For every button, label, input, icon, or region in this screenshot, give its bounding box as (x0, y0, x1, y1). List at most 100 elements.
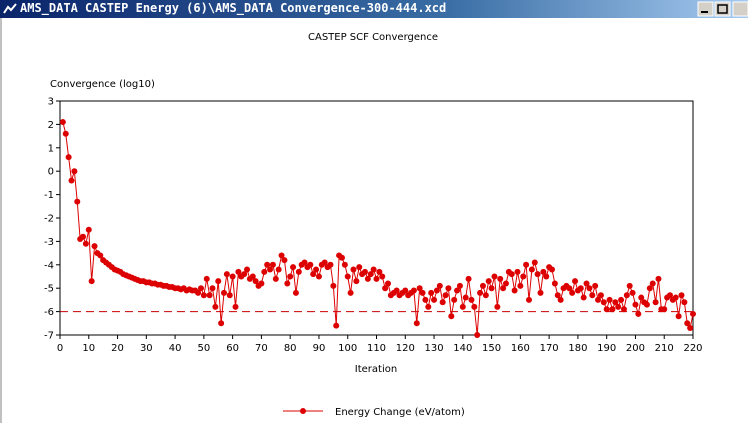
data-point (554, 292, 561, 299)
data-point (580, 294, 587, 301)
data-point (465, 275, 472, 282)
data-point (235, 268, 242, 275)
data-point (287, 273, 294, 280)
x-tick-label: 130 (424, 343, 443, 354)
data-point (569, 289, 576, 296)
chart: CASTEP SCF Convergence Convergence (log1… (0, 18, 703, 423)
data-point (646, 285, 653, 292)
data-point (451, 296, 458, 303)
data-point (200, 292, 207, 299)
x-tick-label: 100 (338, 343, 357, 354)
data-point (508, 271, 515, 278)
data-point (223, 271, 230, 278)
data-point (557, 296, 564, 303)
title-bar: AMS_DATA CASTEP Energy (6)\AMS_DATA Conv… (0, 0, 748, 18)
data-point (422, 296, 429, 303)
data-point (244, 266, 251, 273)
data-point (690, 310, 696, 317)
data-point (439, 299, 446, 306)
data-point (606, 296, 613, 303)
data-point (531, 259, 538, 266)
data-point (241, 271, 248, 278)
data-point (488, 285, 495, 292)
chart-title: CASTEP SCF Convergence (308, 32, 438, 43)
x-axis-label: Iteration (355, 364, 397, 375)
data-point (209, 285, 216, 292)
x-tick-label: 20 (111, 343, 124, 354)
x-tick-label: 140 (453, 343, 472, 354)
data-point (278, 252, 285, 259)
data-point (468, 296, 475, 303)
y-axis-label: Convergence (log10) (50, 79, 155, 90)
y-tick-label: 3 (48, 97, 54, 108)
data-point (517, 282, 524, 289)
data-point (252, 278, 259, 285)
data-point (313, 266, 320, 273)
data-point (652, 299, 659, 306)
window-title: AMS_DATA CASTEP Energy (6)\AMS_DATA Conv… (20, 1, 447, 15)
data-point (74, 198, 81, 205)
data-point (419, 289, 426, 296)
data-point (528, 266, 535, 273)
data-point (269, 261, 276, 268)
data-point (338, 254, 345, 261)
data-point (620, 306, 627, 313)
data-point (678, 292, 685, 299)
data-point (385, 280, 392, 287)
data-point (479, 282, 486, 289)
minimize-button[interactable] (697, 1, 714, 17)
data-point (459, 303, 466, 310)
window-buttons[interactable] (688, 1, 748, 17)
data-point (290, 264, 297, 271)
data-point (549, 266, 556, 273)
data-point (425, 303, 432, 310)
data-point (82, 240, 89, 247)
data-point (361, 268, 368, 275)
data-point (315, 273, 322, 280)
data-point (364, 275, 371, 282)
data-point (629, 289, 636, 296)
close-button[interactable] (732, 1, 748, 17)
data-point (229, 273, 236, 280)
data-point (221, 289, 228, 296)
data-point (195, 289, 202, 296)
data-point (540, 268, 547, 275)
data-point (566, 285, 573, 292)
data-point (502, 280, 509, 287)
x-tick-label: 0 (57, 343, 63, 354)
data-point (626, 282, 633, 289)
data-point (632, 301, 639, 308)
data-point (344, 273, 351, 280)
data-point (454, 287, 461, 294)
data-point (514, 268, 521, 275)
data-point (295, 268, 302, 275)
data-point (551, 280, 558, 287)
data-point (373, 275, 380, 282)
x-tick-label: 30 (140, 343, 153, 354)
data-point (537, 289, 544, 296)
data-point (301, 259, 308, 266)
data-point (436, 282, 443, 289)
data-point (258, 280, 265, 287)
data-point (462, 294, 469, 301)
x-tick-label: 200 (626, 343, 645, 354)
data-point (583, 280, 590, 287)
legend-label: Energy Change (eV/atom) (335, 407, 465, 418)
data-point (226, 292, 233, 299)
data-point (661, 306, 668, 313)
y-tick-label: -2 (44, 214, 54, 225)
data-point (370, 266, 377, 273)
data-point (603, 306, 610, 313)
data-point (649, 280, 656, 287)
data-point (353, 278, 360, 285)
data-point (65, 154, 72, 161)
x-tick-label: 40 (169, 343, 182, 354)
data-point (471, 303, 478, 310)
data-point (68, 177, 75, 184)
data-point (525, 296, 532, 303)
data-point (485, 278, 492, 285)
data-point (442, 292, 449, 299)
data-point (445, 285, 452, 292)
data-point (595, 296, 602, 303)
data-point (428, 289, 435, 296)
